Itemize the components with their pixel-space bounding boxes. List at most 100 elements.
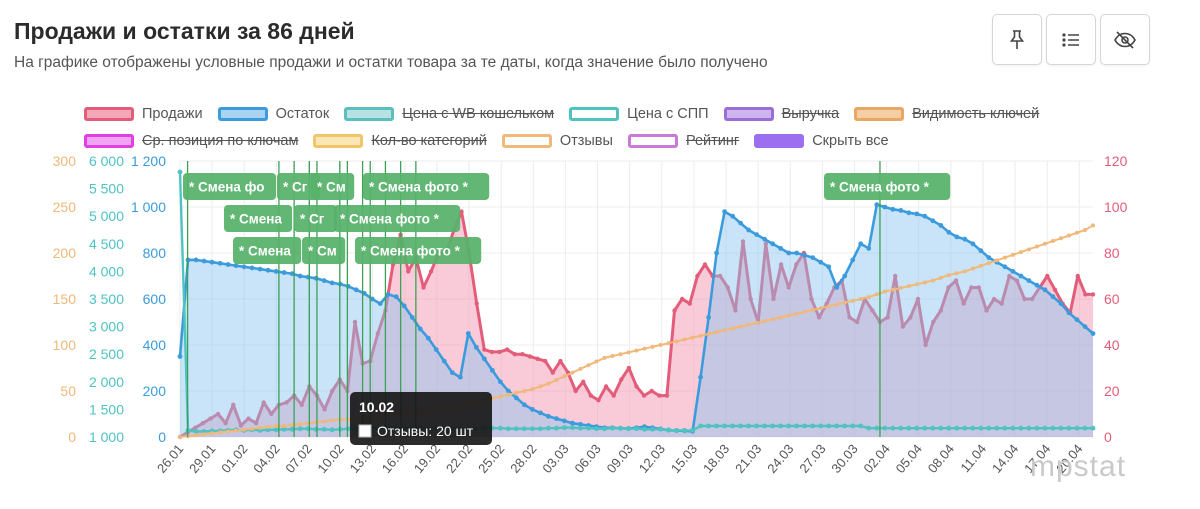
data-point xyxy=(226,429,231,434)
data-point xyxy=(850,298,855,303)
event-badge-label: * Сг xyxy=(283,180,308,195)
data-point xyxy=(634,384,639,389)
data-point xyxy=(177,169,183,175)
data-point xyxy=(393,294,399,300)
legend-item[interactable]: Кол-во категорий xyxy=(313,133,487,149)
data-point xyxy=(562,418,567,424)
data-point xyxy=(1090,292,1096,297)
data-point xyxy=(289,271,295,277)
data-point xyxy=(543,358,548,364)
data-point xyxy=(441,358,447,364)
data-point xyxy=(961,301,966,306)
data-point xyxy=(201,258,207,264)
data-point xyxy=(906,425,912,431)
data-point xyxy=(986,255,992,260)
event-badge xyxy=(311,173,355,200)
data-point xyxy=(850,423,856,429)
event-badge-label: * См xyxy=(308,244,337,259)
legend-item[interactable]: Выручка xyxy=(723,105,840,122)
data-point xyxy=(778,315,783,320)
event-badge-label: * Смена фото * xyxy=(830,180,930,195)
pin-button[interactable] xyxy=(992,14,1042,65)
data-point xyxy=(297,273,303,279)
page-title: Продажи и остатки за 86 дней xyxy=(14,18,355,44)
data-point xyxy=(546,413,551,419)
data-point xyxy=(970,241,976,247)
legend-item[interactable]: Ср. позиция по ключам xyxy=(84,133,298,149)
legend-item[interactable]: Скрыть все xyxy=(754,133,889,149)
data-point xyxy=(596,398,601,403)
legend-item[interactable]: Рейтинг xyxy=(627,133,739,149)
tooltip-date: 10.02 xyxy=(359,399,394,415)
data-point xyxy=(498,394,503,399)
data-point xyxy=(1034,244,1039,249)
data-point xyxy=(698,423,703,429)
data-point xyxy=(506,392,511,397)
data-point xyxy=(818,259,824,265)
event-badge xyxy=(334,205,461,232)
data-point xyxy=(178,435,182,439)
data-point xyxy=(954,234,960,240)
data-point xyxy=(762,423,768,429)
data-point xyxy=(885,315,890,320)
data-point xyxy=(281,270,287,275)
data-point xyxy=(353,287,359,293)
data-point xyxy=(1042,287,1048,293)
data-point xyxy=(657,393,662,398)
data-point xyxy=(1042,425,1048,431)
y-tick-stock: 600 xyxy=(143,291,167,307)
data-point xyxy=(890,425,896,431)
data-point xyxy=(1010,425,1016,431)
data-point xyxy=(1090,331,1096,336)
y-tick-reviews: 250 xyxy=(53,199,77,215)
data-point xyxy=(241,264,247,270)
data-point xyxy=(626,426,631,432)
pin-icon xyxy=(1009,29,1025,49)
legend-label: Остаток xyxy=(275,105,330,122)
data-point xyxy=(489,349,495,355)
legend-item[interactable]: Цена с СПП xyxy=(569,106,709,122)
data-point xyxy=(754,423,760,429)
data-point xyxy=(858,297,863,301)
legend-item[interactable]: Продажи xyxy=(84,106,203,122)
list-button[interactable] xyxy=(1046,14,1096,65)
data-point xyxy=(738,220,744,226)
data-point xyxy=(570,420,575,426)
data-point xyxy=(1034,282,1040,288)
legend-item[interactable]: Видимость ключей xyxy=(854,106,1039,122)
y-tick-stock: 0 xyxy=(158,429,166,445)
legend-label: Видимость ключей xyxy=(912,105,1040,122)
hide-button[interactable] xyxy=(1100,14,1150,65)
data-point xyxy=(946,285,951,290)
data-point xyxy=(962,269,967,274)
y-tick-price: 4 500 xyxy=(89,236,124,252)
legend-label: Выручка xyxy=(781,105,840,122)
data-point xyxy=(854,319,860,325)
data-point xyxy=(970,425,976,431)
tooltip-label: Отзывы: 20 шт xyxy=(377,423,474,439)
data-point xyxy=(641,393,647,398)
y-tick-sales: 0 xyxy=(1104,429,1112,445)
y-tick-price: 6 000 xyxy=(89,153,124,169)
legend-swatch xyxy=(84,106,134,121)
y-tick-reviews: 100 xyxy=(53,337,77,353)
data-point xyxy=(558,358,563,364)
data-point xyxy=(1042,241,1047,246)
data-point xyxy=(906,284,911,289)
legend-item[interactable]: Отзывы xyxy=(501,133,613,149)
legend-item[interactable]: Цена с WB кошельком xyxy=(344,106,554,122)
data-point xyxy=(1050,239,1055,244)
data-point xyxy=(209,259,215,265)
data-point xyxy=(289,426,295,432)
data-point xyxy=(527,354,533,359)
data-point xyxy=(778,262,784,267)
data-point xyxy=(816,315,822,320)
data-point xyxy=(898,425,904,431)
x-tick-label: 18.03 xyxy=(700,441,732,476)
x-tick-label: 09.03 xyxy=(604,441,636,476)
data-point xyxy=(834,423,840,429)
legend-item[interactable]: Остаток xyxy=(217,105,330,122)
sales-stock-chart: * Смена фо * Сг * См * Смена фото * * Смена *… xyxy=(53,153,1128,476)
data-point xyxy=(313,275,319,281)
tooltip-box xyxy=(350,392,492,445)
